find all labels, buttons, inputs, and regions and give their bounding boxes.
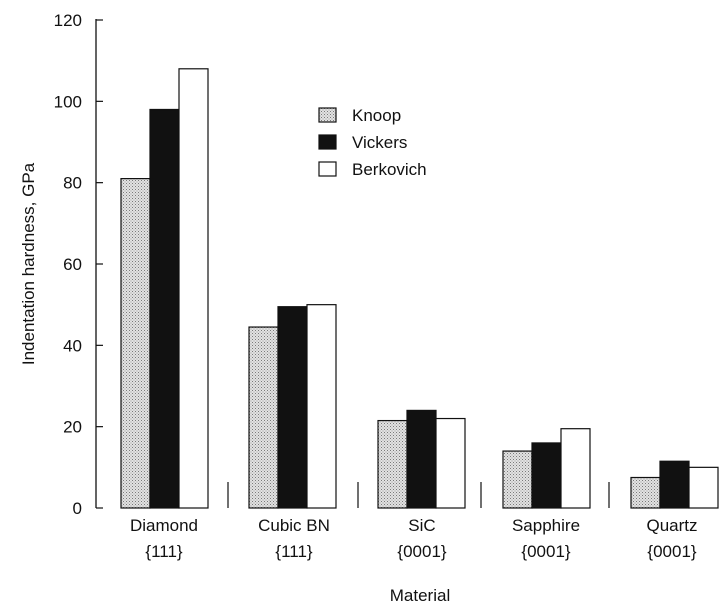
legend: Knoop Vickers Berkovich [318, 106, 427, 179]
bar-knoop-sic [377, 419, 408, 509]
y-tick-label-120: 120 [54, 11, 82, 30]
bar-vickers-quartz [659, 460, 690, 509]
bar-berkovich-cubic-bn [306, 304, 337, 509]
legend-label-berkovich: Berkovich [352, 160, 427, 179]
bar-berkovich-sic [435, 417, 466, 509]
bar-knoop-cubic-bn [248, 326, 279, 509]
category-label-4: Sapphire [512, 516, 580, 535]
legend-label-knoop: Knoop [352, 106, 401, 125]
legend-swatch-vickers [318, 134, 337, 150]
legend-label-vickers: Vickers [352, 133, 407, 152]
y-tick-label-40: 40 [63, 336, 82, 355]
y-axis-ticks: 0 20 40 60 80 100 120 [54, 11, 103, 518]
category-orientation-1: {111} [145, 542, 183, 561]
category-label-3: SiC [408, 516, 435, 535]
category-label-1: Diamond [130, 516, 198, 535]
bar-berkovich-diamond [178, 68, 209, 509]
bar-vickers-cubic-bn [277, 306, 308, 509]
y-axis-title: Indentation hardness, GPa [19, 162, 38, 365]
y-tick-label-100: 100 [54, 92, 82, 111]
bar-knoop-sapphire [502, 450, 533, 509]
legend-swatch-knoop [318, 107, 337, 123]
bar-knoop-quartz [630, 476, 661, 509]
bar-berkovich-sapphire [560, 428, 591, 509]
y-tick-label-0: 0 [73, 499, 82, 518]
category-labels: Diamond {111} Cubic BN {111} SiC {0001} Sapphi… [130, 516, 698, 561]
category-orientation-5: {0001} [647, 542, 696, 561]
category-label-5: Quartz [646, 516, 697, 535]
bar-berkovich-quartz [688, 466, 719, 509]
bars-layer [120, 68, 719, 509]
y-tick-label-20: 20 [63, 418, 82, 437]
legend-swatch-berkovich [318, 161, 337, 177]
y-tick-label-60: 60 [63, 255, 82, 274]
x-axis-title: Material [390, 586, 450, 605]
y-tick-label-80: 80 [63, 174, 82, 193]
bar-vickers-sic [406, 409, 437, 509]
category-orientation-2: {111} [275, 542, 313, 561]
category-orientation-4: {0001} [521, 542, 570, 561]
bar-vickers-diamond [149, 108, 180, 509]
bar-knoop-diamond [120, 178, 151, 509]
bar-vickers-sapphire [531, 442, 562, 509]
category-label-2: Cubic BN [258, 516, 330, 535]
x-axis-separators [227, 482, 610, 508]
category-orientation-3: {0001} [397, 542, 446, 561]
